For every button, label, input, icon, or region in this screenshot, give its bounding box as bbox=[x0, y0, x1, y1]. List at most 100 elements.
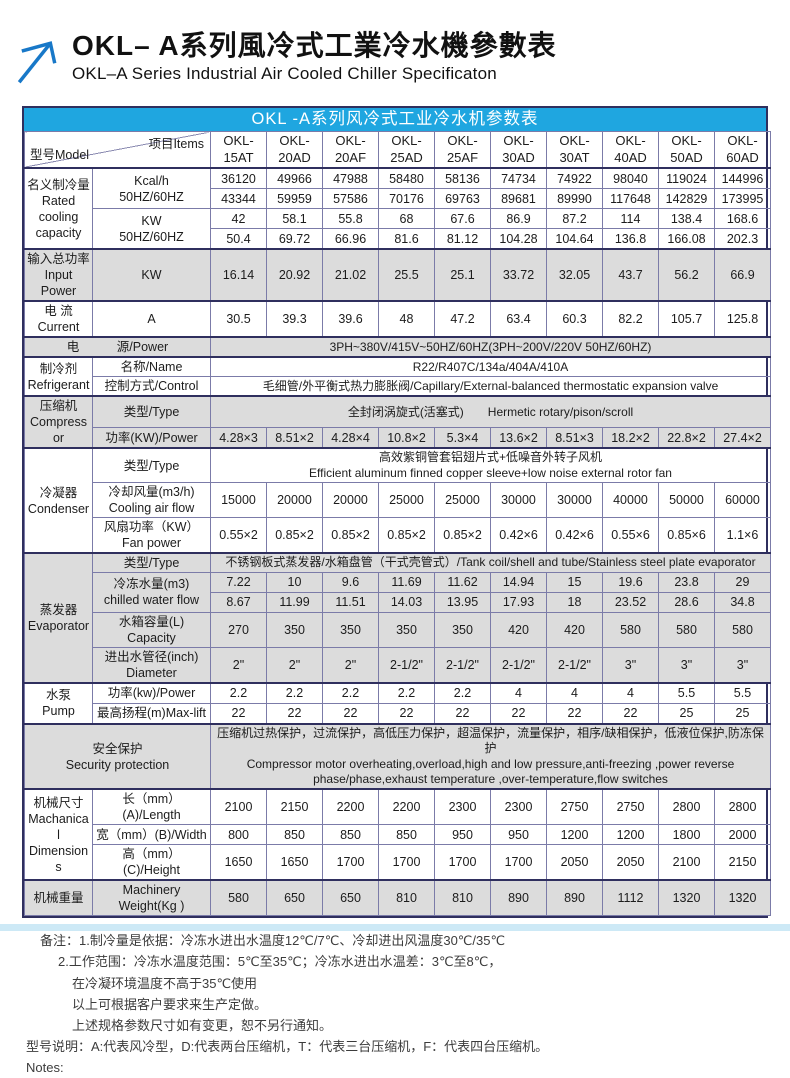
value-cell: 14.03 bbox=[378, 591, 435, 613]
value-cell: 40000 bbox=[602, 481, 659, 518]
value-cell: 14.94 bbox=[490, 571, 547, 593]
value-cell: 2000 bbox=[714, 824, 771, 846]
arrow-up-right-icon bbox=[14, 32, 66, 84]
value-cell: 30000 bbox=[546, 481, 603, 518]
value-cell: 144996 bbox=[714, 167, 771, 190]
value-cell: 117648 bbox=[602, 188, 659, 210]
note-line: 在冷凝环境温度不高于35℃使用 bbox=[72, 975, 258, 991]
value-cell: 23.8 bbox=[658, 571, 715, 593]
value-cell: 15 bbox=[546, 571, 603, 593]
value-span: R22/R407C/134a/404A/410A bbox=[210, 356, 771, 378]
value-cell: 29 bbox=[714, 571, 771, 593]
value-cell: 42 bbox=[210, 208, 267, 230]
note-line: Notes: bbox=[26, 1059, 64, 1075]
value-cell: 20.92 bbox=[266, 248, 323, 302]
corner-cell: 型号Model 项目Items bbox=[24, 131, 211, 170]
value-cell: 2150 bbox=[714, 844, 771, 881]
value-cell: 0.85×6 bbox=[658, 516, 715, 554]
value-cell: 2.2 bbox=[378, 681, 435, 704]
table-header: 型号Model 项目Items OKL- 15AT OKL- 20AD OKL- 20A… bbox=[24, 131, 771, 170]
table-row: 控制方式/Control 毛细管/外平衡式热力膨胀阀/Capillary/Exte… bbox=[25, 376, 771, 397]
value-cell: 5.3×4 bbox=[434, 427, 491, 449]
value-cell: 10 bbox=[266, 571, 323, 593]
table-row: 冷却风量(m3/h) Cooling air flow 15000 20000 200… bbox=[25, 481, 771, 518]
footer-strip bbox=[0, 924, 790, 931]
value-cell: 850 bbox=[378, 824, 435, 846]
value-cell: 202.3 bbox=[714, 228, 771, 250]
value-cell: 1650 bbox=[266, 844, 323, 881]
value-cell: 87.2 bbox=[546, 208, 603, 230]
value-cell: 30000 bbox=[490, 481, 547, 518]
value-cell: 2800 bbox=[714, 788, 771, 826]
value-cell: 81.12 bbox=[434, 228, 491, 250]
item-label: 控制方式/Control bbox=[92, 376, 211, 397]
value-cell: 10.8×2 bbox=[378, 427, 435, 449]
value-cell: 47988 bbox=[322, 167, 379, 190]
value-cell: 66.96 bbox=[322, 228, 379, 250]
value-cell: 4.28×4 bbox=[322, 427, 379, 449]
table-row: 安全保护 Security protection 压缩机过热保护，过流保护，高低压… bbox=[24, 722, 771, 790]
section-label: 电 流 Current bbox=[24, 300, 93, 338]
value-cell: 1320 bbox=[714, 879, 771, 917]
value-cell: 0.55×2 bbox=[210, 516, 267, 554]
value-cell: 2.2 bbox=[434, 681, 491, 704]
value-cell: 58.1 bbox=[266, 208, 323, 230]
value-cell: 0.85×2 bbox=[266, 516, 323, 554]
model-column-header: OKL- 20AD bbox=[266, 131, 323, 170]
value-cell: 1320 bbox=[658, 879, 715, 917]
value-cell: 60.3 bbox=[546, 300, 603, 338]
value-cell: 2200 bbox=[322, 788, 379, 826]
table-row: 电 源/Power 3PH~380V/415V~50HZ/60HZ(3PH~200… bbox=[24, 336, 771, 358]
value-cell: 3" bbox=[602, 646, 659, 684]
table-caption: OKL -A系列风冷式工业冷水机参数表 bbox=[24, 108, 766, 131]
header-row: 型号Model 项目Items OKL- 15AT OKL- 20AD OKL- 20A… bbox=[24, 131, 771, 170]
value-cell: 1700 bbox=[378, 844, 435, 881]
value-cell: 89990 bbox=[546, 188, 603, 210]
value-span: 全封闭涡旋式(活塞式) Hermetic rotary/pison/scroll bbox=[210, 395, 771, 429]
value-cell: 890 bbox=[490, 879, 547, 917]
value-cell: 17.93 bbox=[490, 591, 547, 613]
item-label: 类型/Type bbox=[92, 395, 211, 429]
table-row: 冷凝器 Condenser 类型/Type 高效紫铜管套铝翅片式+低噪音外转子风机 … bbox=[24, 447, 771, 554]
value-cell: 1650 bbox=[210, 844, 267, 881]
value-cell: 22 bbox=[434, 702, 491, 725]
value-cell: 7.22 bbox=[210, 571, 267, 593]
value-cell: 36120 bbox=[210, 167, 267, 190]
item-label: Machinery Weight(Kg ) bbox=[92, 879, 211, 917]
value-cell: 0.55×6 bbox=[602, 516, 659, 554]
value-cell: 136.8 bbox=[602, 228, 659, 250]
table-row: KW 50HZ/60HZ 42 58.1 55.8 68 67.6 86.9 87.2 114 1… bbox=[25, 208, 771, 250]
value-cell: 20000 bbox=[266, 481, 323, 518]
value-cell: 89681 bbox=[490, 188, 547, 210]
section-label: 水泵 Pump bbox=[24, 681, 93, 725]
value-cell: 0.42×6 bbox=[546, 516, 603, 554]
value-cell: 11.99 bbox=[266, 591, 323, 613]
table-row: 最高扬程(m)Max-lift 22 22 22 22 22 22 22 22 25 25 bbox=[25, 702, 771, 725]
value-cell: 2200 bbox=[378, 788, 435, 826]
item-label: 电 源/Power bbox=[24, 336, 211, 358]
model-column-header: OKL- 25AD bbox=[378, 131, 435, 170]
item-label: 水箱容量(L) Capacity bbox=[92, 611, 211, 648]
model-column-header: OKL- 15AT bbox=[210, 131, 267, 170]
value-cell: 1700 bbox=[434, 844, 491, 881]
value-cell: 58136 bbox=[434, 167, 491, 190]
item-label: 功率(KW)/Power bbox=[92, 427, 211, 449]
value-cell: 142829 bbox=[658, 188, 715, 210]
value-cell: 2" bbox=[322, 646, 379, 684]
value-cell: 114 bbox=[602, 208, 659, 230]
table-row: 8.67 11.99 11.51 14.03 13.95 17.93 18 23.52 28.6… bbox=[25, 591, 771, 613]
value-cell: 11.51 bbox=[322, 591, 379, 613]
item-label: KW 50HZ/60HZ bbox=[92, 208, 211, 250]
value-cell: 350 bbox=[322, 611, 379, 648]
value-cell: 2100 bbox=[210, 788, 267, 826]
table-row: 进出水管径(inch) Diameter 2" 2" 2" 2-1/2" 2-1/2" 2-… bbox=[25, 646, 771, 684]
value-cell: 2750 bbox=[602, 788, 659, 826]
value-cell: 22 bbox=[266, 702, 323, 725]
value-cell: 950 bbox=[490, 824, 547, 846]
table-row: 水箱容量(L) Capacity 270 350 350 350 350 420 420 580… bbox=[25, 611, 771, 648]
value-cell: 74922 bbox=[546, 167, 603, 190]
item-label: 最高扬程(m)Max-lift bbox=[92, 702, 211, 725]
value-cell: 350 bbox=[434, 611, 491, 648]
section-label: 安全保护 Security protection bbox=[24, 722, 211, 790]
value-cell: 2" bbox=[210, 646, 267, 684]
